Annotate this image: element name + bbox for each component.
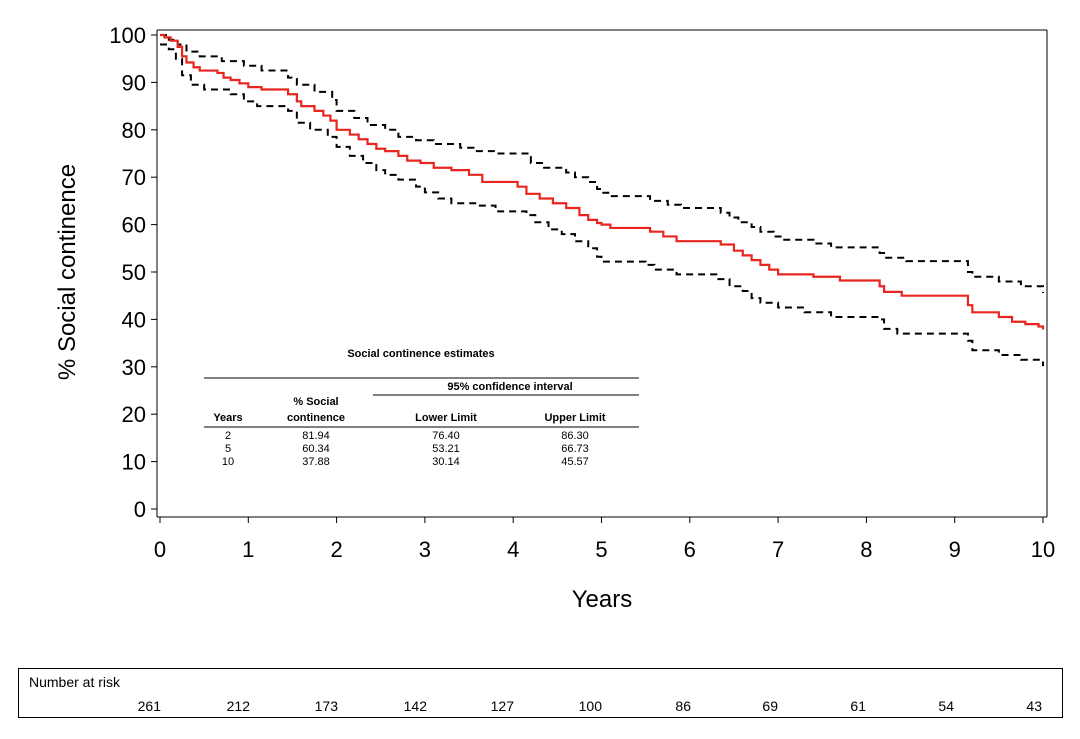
table-row-upper: 66.73 xyxy=(561,443,589,455)
y-tick-label: 60 xyxy=(122,213,146,238)
risk-value: 261 xyxy=(137,698,161,714)
y-tick-label: 0 xyxy=(134,497,146,522)
col-pct-line1: % Social xyxy=(293,396,338,408)
col-pct-line2: continence xyxy=(287,412,345,424)
risk-value: 100 xyxy=(578,698,602,714)
x-tick-label: 6 xyxy=(684,537,696,562)
risk-value: 54 xyxy=(938,698,954,714)
col-lower: Lower Limit xyxy=(415,412,477,424)
table-row-years: 2 xyxy=(225,430,231,442)
table-row-lower: 53.21 xyxy=(432,443,460,455)
survival-curve xyxy=(160,33,1045,330)
risk-value: 173 xyxy=(314,698,338,714)
x-tick-label: 0 xyxy=(154,537,166,562)
x-axis-title: Years xyxy=(572,586,633,613)
risk-value: 212 xyxy=(226,698,250,714)
table-row-upper: 45.57 xyxy=(561,456,589,468)
risk-value: 69 xyxy=(762,698,778,714)
x-tick-label: 10 xyxy=(1031,537,1055,562)
x-tick-label: 9 xyxy=(949,537,961,562)
risk-value: 43 xyxy=(1026,698,1042,714)
y-tick-label: 10 xyxy=(122,450,146,475)
y-tick-label: 80 xyxy=(122,118,146,143)
x-tick-label: 4 xyxy=(507,537,519,562)
table-row-lower: 76.40 xyxy=(432,430,460,442)
risk-value: 127 xyxy=(490,698,514,714)
number-at-risk-title: Number at risk xyxy=(29,674,121,690)
x-tick-label: 5 xyxy=(595,537,607,562)
table-row-pct: 81.94 xyxy=(302,430,330,442)
estimates-table-title: Social continence estimates xyxy=(347,348,494,360)
col-years: Years xyxy=(213,412,242,424)
col-upper: Upper Limit xyxy=(544,412,605,424)
table-row-years: 5 xyxy=(225,443,231,455)
table-row-lower: 30.14 xyxy=(432,456,460,468)
upper-ci-curve xyxy=(160,34,1044,293)
x-tick-label: 1 xyxy=(242,537,254,562)
y-tick-label: 30 xyxy=(122,355,146,380)
y-tick-label: 40 xyxy=(122,307,146,332)
y-axis-title: % Social continence xyxy=(54,164,81,380)
y-tick-label: 90 xyxy=(122,70,146,95)
x-tick-label: 8 xyxy=(860,537,872,562)
x-tick-label: 3 xyxy=(419,537,431,562)
number-at-risk-table: Number at risk 261 212 173 142 127 100 8… xyxy=(18,668,1063,718)
y-tick-label: 20 xyxy=(122,402,146,427)
table-row-upper: 86.30 xyxy=(561,430,589,442)
lower-ci-curve xyxy=(160,43,1044,367)
x-tick-label: 7 xyxy=(772,537,784,562)
curves xyxy=(160,33,1045,367)
table-row-years: 10 xyxy=(222,456,234,468)
ci-header: 95% confidence interval xyxy=(447,381,572,393)
y-tick-label: 100 xyxy=(109,23,146,48)
table-row-pct: 37.88 xyxy=(302,456,330,468)
y-tick-label: 70 xyxy=(122,165,146,190)
table-row-pct: 60.34 xyxy=(302,443,330,455)
risk-value: 86 xyxy=(675,698,691,714)
risk-value: 142 xyxy=(403,698,427,714)
y-tick-label: 50 xyxy=(122,260,146,285)
risk-value: 61 xyxy=(850,698,866,714)
x-tick-label: 2 xyxy=(330,537,342,562)
estimates-table: Social continence estimates 95% confiden… xyxy=(204,348,639,468)
